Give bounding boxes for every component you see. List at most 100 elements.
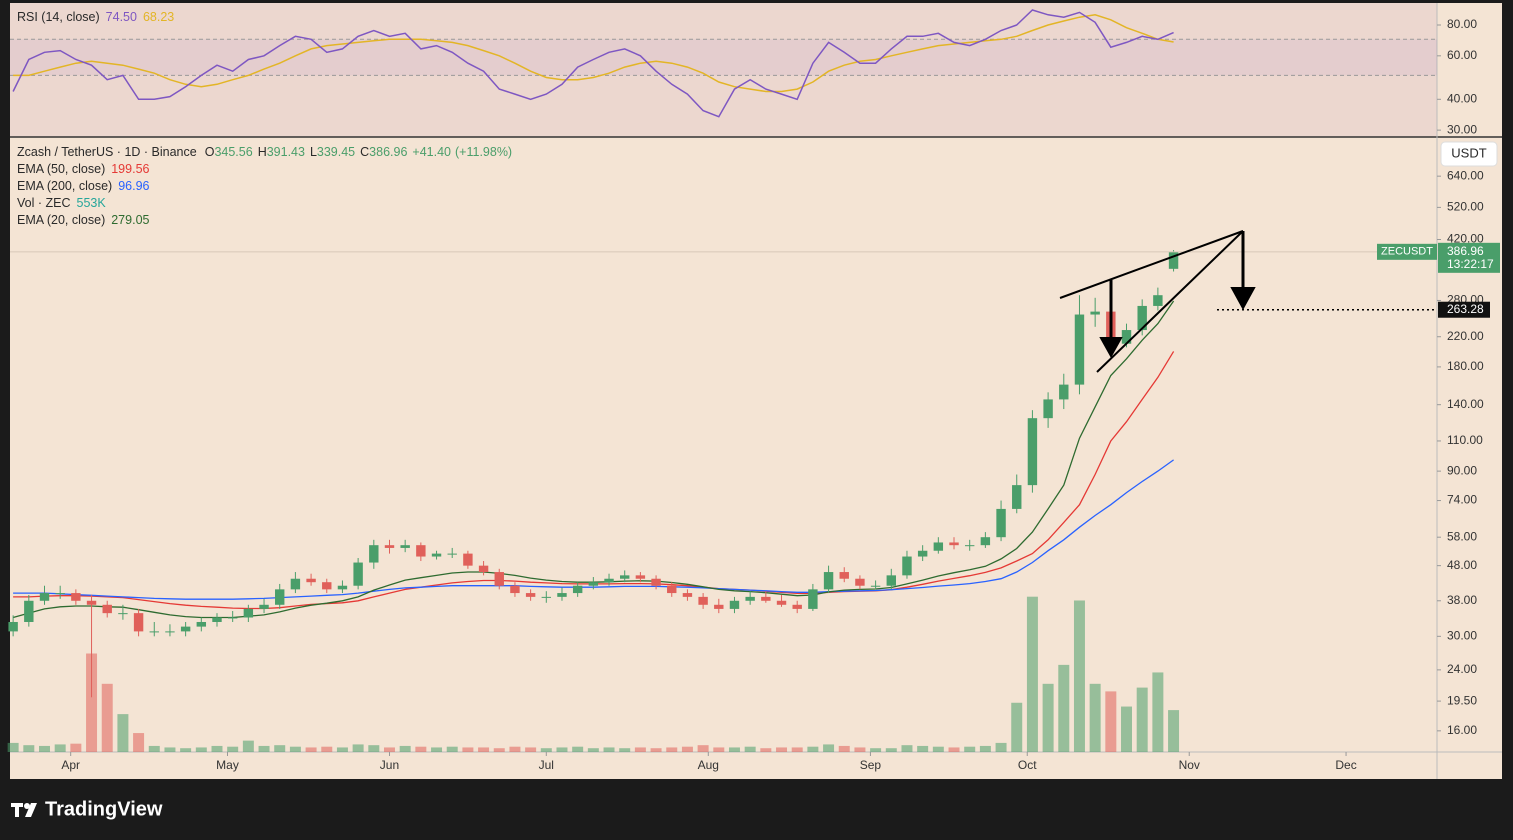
- logo-part: [25, 803, 37, 817]
- volume-bar: [697, 745, 709, 752]
- volume-bar: [274, 745, 286, 752]
- countdown: 13:22:17: [1447, 257, 1494, 271]
- volume-bar: [462, 747, 474, 752]
- candle-body: [1027, 418, 1038, 486]
- y-tick-label: 140.00: [1447, 397, 1484, 411]
- candle-body: [525, 593, 536, 597]
- candle-body: [667, 585, 677, 594]
- candle-body: [839, 572, 849, 579]
- candle-body: [227, 617, 238, 619]
- candle-body: [306, 578, 316, 583]
- y-tick-label: 74.00: [1447, 493, 1477, 507]
- legend: RSI (14, close) 74.50 68.23: [17, 10, 174, 24]
- volume-bar: [39, 745, 50, 752]
- candle-body: [165, 631, 175, 633]
- candle-body: [353, 562, 363, 586]
- y-tick-label: 220.00: [1447, 329, 1484, 343]
- volume-bar: [1011, 702, 1023, 752]
- volume-bar: [321, 746, 333, 752]
- candle-body: [933, 542, 944, 551]
- target-tag: [1438, 301, 1490, 318]
- volume-bar: [148, 745, 160, 752]
- volume-bar: [383, 747, 395, 752]
- y-tick-label: 60.00: [1447, 48, 1477, 62]
- line: [12, 9, 1174, 118]
- legend-part: L: [310, 145, 317, 159]
- candle-body: [416, 545, 426, 557]
- rsi-band: [10, 39, 1437, 76]
- y-tick-label: 90.00: [1447, 463, 1477, 477]
- candle-body: [651, 578, 661, 586]
- volume-bar: [117, 714, 129, 752]
- legend-part: 386.96: [369, 145, 407, 159]
- legend-part: 74.50: [106, 10, 137, 24]
- legend-part: 391.43: [267, 145, 305, 159]
- volume-bar: [164, 747, 176, 752]
- candle-body: [745, 596, 755, 601]
- candle-body: [494, 572, 504, 586]
- candle-body: [855, 578, 865, 586]
- brand: TradingView: [45, 798, 163, 820]
- candle-body: [588, 582, 599, 586]
- x-tick-label: May: [216, 758, 239, 772]
- legend-part: H: [258, 145, 267, 159]
- legend-part: +41.40: [412, 145, 451, 159]
- candle-body: [870, 585, 881, 587]
- volume-bar: [1121, 706, 1132, 752]
- volume-bar: [1058, 664, 1070, 752]
- candle-body: [1074, 314, 1085, 385]
- volume-bar: [415, 746, 427, 752]
- candle-body: [8, 621, 18, 632]
- wedge-upper: [1059, 230, 1244, 299]
- symbol-tag: [1377, 243, 1437, 260]
- candle-body: [463, 553, 473, 566]
- volume-bar: [1026, 596, 1038, 752]
- legend-part: 199.56: [111, 162, 149, 176]
- y-tick-label: 58.00: [1447, 529, 1477, 543]
- volume-bar: [336, 747, 348, 752]
- volume-bar: [838, 745, 850, 752]
- candle-body: [1043, 399, 1053, 419]
- candle-body: [1153, 295, 1163, 306]
- candle-body: [714, 604, 724, 609]
- legend-part: C: [360, 145, 369, 159]
- candle-body: [400, 545, 410, 548]
- volume-bar: [728, 747, 740, 752]
- y-tick-label: 40.00: [1447, 91, 1477, 105]
- currency-button[interactable]: [1440, 141, 1498, 167]
- y-tick-label: 24.00: [1447, 662, 1477, 676]
- candle-body: [196, 621, 207, 627]
- candle-body: [698, 596, 708, 605]
- legend-part: 96.96: [118, 179, 149, 193]
- candle-body: [902, 556, 912, 576]
- x-tick-label: Jul: [539, 758, 554, 772]
- volume-bar: [901, 745, 913, 752]
- currency-button-label[interactable]: USDT: [1451, 145, 1486, 160]
- volume-bar: [713, 747, 725, 752]
- candle-body: [55, 593, 65, 595]
- y-tick-label: 48.00: [1447, 558, 1477, 572]
- y-tick-label: 16.00: [1447, 723, 1477, 737]
- x-tick-label: Oct: [1018, 758, 1037, 772]
- candle-body: [102, 604, 112, 614]
- legend-part: Zcash / TetherUS · 1D · Binance: [17, 145, 197, 159]
- legend-part: 279.05: [111, 213, 149, 227]
- candle-body: [886, 575, 896, 586]
- legend: EMA (50, close) 199.56: [17, 162, 150, 176]
- candle-body: [180, 626, 191, 632]
- volume-bar: [791, 747, 803, 752]
- volume-bar: [7, 742, 19, 752]
- candle-body: [635, 575, 646, 579]
- volume-bar: [979, 745, 991, 752]
- volume-bar: [509, 746, 521, 752]
- target-tag-label: 263.28: [1447, 302, 1484, 316]
- volume-bar: [870, 748, 882, 752]
- logo-part: [15, 803, 19, 817]
- price-tag-label: 386.96: [1447, 244, 1484, 258]
- y-tick-label: 640.00: [1447, 168, 1484, 182]
- y-tick-label: 180.00: [1447, 359, 1484, 373]
- arrow-head: [1099, 337, 1123, 359]
- volume-bar: [133, 733, 145, 752]
